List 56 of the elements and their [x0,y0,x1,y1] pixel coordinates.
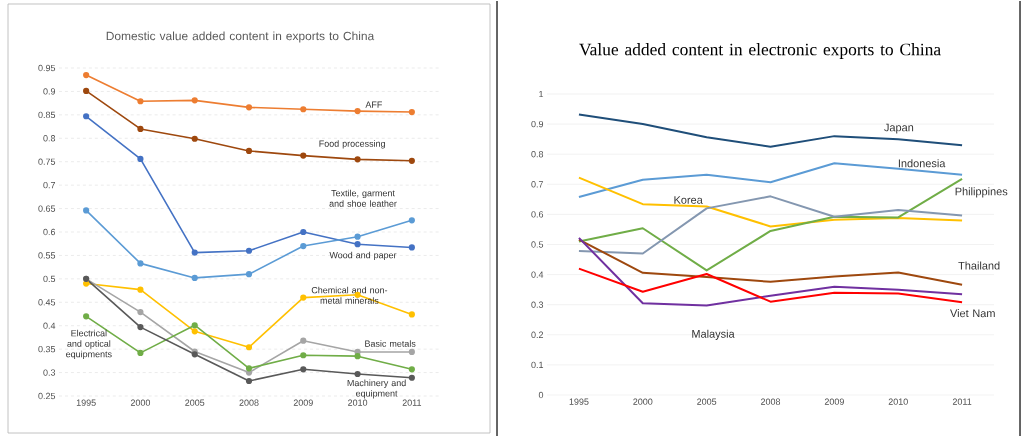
y-tick-label: 0.6 [531,211,544,218]
x-tick-label: 2009 [293,399,313,406]
y-tick-label: 0.1 [531,361,544,369]
x-tick-label: 2005 [185,399,205,406]
y-tick-label: 1 [539,90,544,98]
series-label: Philippines [955,187,1008,198]
y-tick-label: 0 [538,391,544,399]
y-tick-label: 0.25 [38,392,56,400]
x-tick-label: 2008 [239,399,259,406]
y-tick-label: 0.4 [531,271,544,278]
series-label: Wood and paper [329,251,397,261]
series-label: Food processing [319,140,385,149]
x-tick-label: 1995 [76,399,96,406]
y-tick-label: 0.5 [531,241,544,248]
y-tick-label: 0.7 [531,181,544,188]
y-tick-label: 0.2 [531,331,544,338]
x-tick-label: 2008 [760,398,781,405]
series-label: AFF [365,101,382,108]
series-label: Indonesia [898,159,946,168]
y-tick-label: 0.75 [38,158,56,165]
chart-title: Value added content in electronic exports to China [579,43,941,59]
x-tick-label: 2000 [130,399,151,406]
y-tick-label: 0.3 [531,301,544,308]
x-tick-label: 2010 [888,398,908,405]
y-tick-label: 0.6 [43,228,56,236]
y-tick-label: 0.85 [38,111,56,119]
x-tick-label: 2000 [633,398,653,405]
series-label: Machinery and equipment [347,379,406,399]
series-label: Viet Nam [950,309,995,318]
y-tick-label: 0.35 [38,345,56,353]
series-label: Korea [674,196,703,204]
y-tick-label: 0.7 [43,181,56,189]
y-tick-label: 0.4 [43,322,56,329]
text: Malaysia [692,329,735,340]
y-tick-label: 0.8 [531,151,544,158]
y-tick-label: 0.95 [38,64,56,72]
chart-title: Domestic value added content in exports to China [106,31,375,43]
series-label: Basic metals [365,340,416,347]
series-label: Electrical and optical equipments [66,329,112,360]
x-tick-label: 2005 [697,398,717,405]
x-tick-label: 2010 [348,399,368,406]
series-label: Thailand [958,261,1000,270]
series-label: Textile, garment and shoe leather [329,189,397,207]
series-label: Japan [884,123,914,134]
y-tick-label: 0.55 [38,252,56,259]
x-tick-label: 1995 [569,398,589,405]
y-tick-label: 0.9 [531,120,544,128]
y-tick-label: 0.5 [43,275,56,283]
y-tick-label: 0.9 [43,88,56,95]
y-tick-label: 0.45 [38,299,56,306]
y-tick-label: 0.3 [43,369,56,376]
x-tick-label: 2009 [824,398,844,405]
x-tick-label: 2011 [402,399,422,406]
x-tick-label: 2011 [952,398,972,405]
y-tick-label: 0.65 [38,205,56,212]
y-tick-label: 0.8 [43,135,56,142]
